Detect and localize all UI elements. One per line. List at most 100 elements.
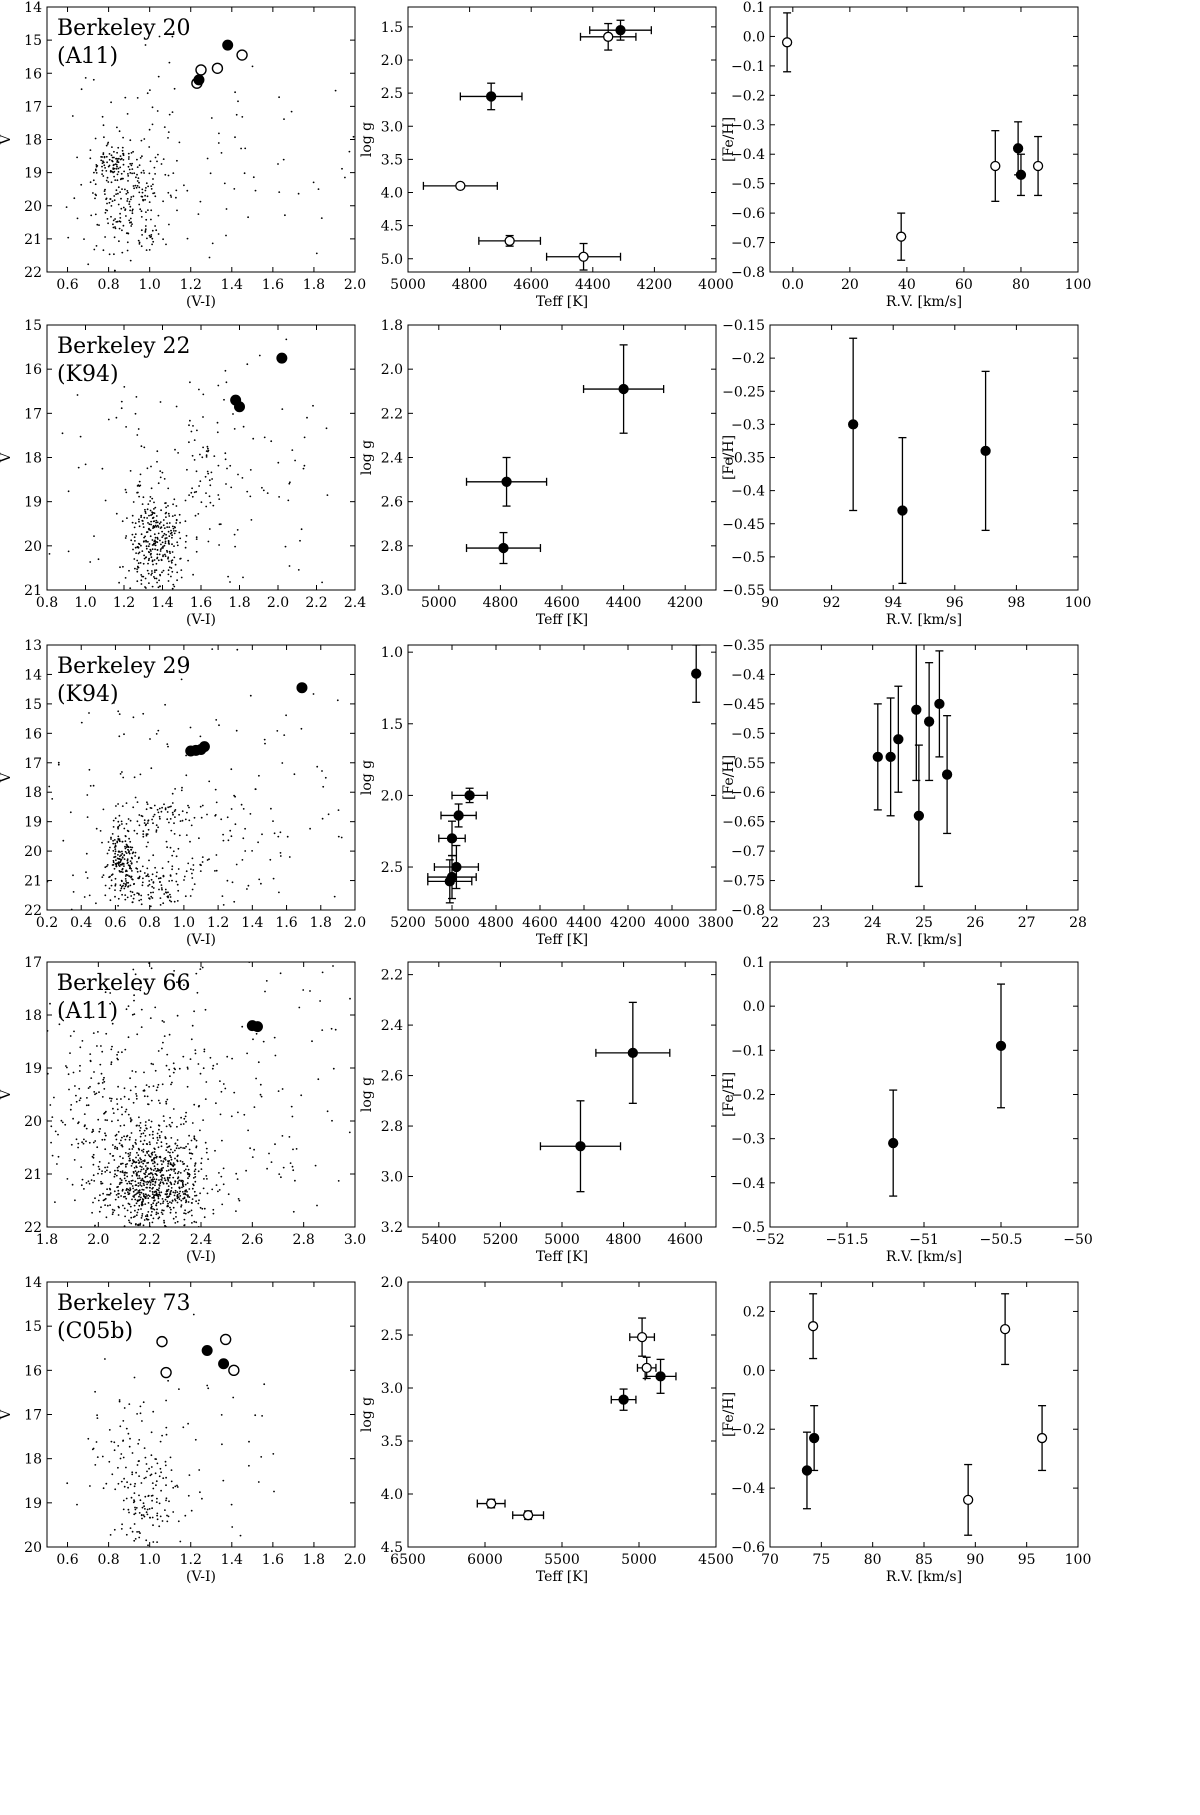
field-star bbox=[131, 172, 134, 175]
y-tick-label: 15 bbox=[24, 1319, 42, 1335]
field-star bbox=[138, 1439, 141, 1441]
field-star bbox=[167, 137, 169, 139]
field-star bbox=[89, 181, 92, 184]
field-star bbox=[94, 1464, 97, 1466]
field-star bbox=[154, 506, 157, 509]
field-star bbox=[139, 1193, 141, 1196]
field-star bbox=[287, 499, 290, 502]
field-star bbox=[184, 1183, 187, 1186]
field-star bbox=[140, 1196, 142, 1199]
open-data-point bbox=[999, 1323, 1011, 1335]
x-tick-label: −50 bbox=[1063, 1232, 1093, 1248]
field-star bbox=[80, 88, 83, 91]
field-star bbox=[80, 1184, 83, 1187]
field-star bbox=[178, 1198, 181, 1200]
field-star bbox=[168, 1124, 171, 1126]
x-tick-label: 1.0 bbox=[74, 595, 96, 611]
field-star bbox=[169, 194, 172, 197]
field-star bbox=[309, 990, 311, 992]
field-star bbox=[157, 826, 160, 829]
field-star bbox=[217, 464, 220, 467]
field-star bbox=[103, 136, 105, 139]
field-star bbox=[121, 1145, 124, 1148]
field-star bbox=[139, 1182, 142, 1184]
open-data-point bbox=[781, 37, 793, 48]
field-star bbox=[289, 1162, 292, 1164]
filled-data-point bbox=[464, 790, 475, 801]
field-star bbox=[159, 1467, 162, 1470]
field-star bbox=[209, 172, 212, 175]
field-star bbox=[258, 354, 261, 357]
field-star bbox=[236, 648, 239, 651]
field-star bbox=[243, 1113, 246, 1116]
field-star bbox=[114, 1169, 116, 1172]
field-star bbox=[226, 816, 229, 819]
x-tick-label: 5500 bbox=[544, 1552, 580, 1568]
field-star bbox=[145, 249, 148, 252]
field-star bbox=[174, 1168, 177, 1171]
field-star bbox=[102, 1192, 104, 1195]
filled-data-point bbox=[897, 505, 908, 516]
field-star bbox=[164, 1137, 167, 1139]
field-star bbox=[178, 1388, 180, 1390]
field-star bbox=[129, 890, 132, 893]
y-tick-label: 20 bbox=[24, 539, 42, 555]
field-star bbox=[167, 174, 170, 177]
field-star bbox=[282, 158, 285, 161]
y-tick-label: −0.75 bbox=[722, 874, 765, 890]
y-tick-label: 3.0 bbox=[381, 1170, 403, 1186]
field-star bbox=[151, 885, 154, 888]
field-star bbox=[151, 1180, 154, 1183]
field-star bbox=[165, 1064, 168, 1067]
field-star bbox=[316, 1204, 318, 1207]
field-star bbox=[220, 152, 223, 154]
field-star bbox=[172, 503, 175, 506]
filled-data-point bbox=[451, 861, 462, 873]
field-star bbox=[191, 1024, 194, 1027]
field-star bbox=[165, 516, 167, 518]
field-star bbox=[139, 1224, 142, 1226]
y-tick-label: 19 bbox=[24, 815, 42, 831]
field-star bbox=[205, 492, 207, 494]
field-star bbox=[116, 1057, 119, 1060]
field-star bbox=[156, 1512, 159, 1515]
field-star bbox=[104, 1358, 106, 1360]
field-star bbox=[141, 1201, 144, 1203]
field-star bbox=[143, 1139, 146, 1142]
field-star bbox=[251, 850, 254, 852]
field-star bbox=[152, 527, 154, 529]
field-star bbox=[158, 553, 161, 556]
field-star bbox=[165, 1476, 168, 1479]
field-star bbox=[167, 1196, 169, 1199]
field-star bbox=[111, 1208, 114, 1211]
field-star bbox=[121, 805, 124, 807]
field-star bbox=[124, 894, 127, 896]
field-star bbox=[176, 1182, 179, 1185]
field-star bbox=[189, 895, 192, 897]
field-star bbox=[173, 822, 175, 825]
field-star bbox=[67, 490, 70, 493]
field-star bbox=[157, 1146, 160, 1149]
field-star bbox=[160, 163, 163, 165]
field-star bbox=[246, 1052, 249, 1055]
field-star bbox=[109, 1097, 111, 1100]
field-star bbox=[166, 846, 169, 849]
x-tick-label: 4400 bbox=[606, 595, 642, 611]
field-star bbox=[129, 1117, 132, 1119]
field-star bbox=[167, 1165, 169, 1167]
field-star bbox=[104, 193, 106, 196]
filled-data-point bbox=[444, 876, 455, 887]
field-star bbox=[190, 868, 192, 870]
field-star bbox=[238, 1199, 241, 1202]
field-star bbox=[215, 719, 218, 721]
field-star bbox=[69, 1108, 72, 1111]
field-star bbox=[136, 1151, 138, 1154]
y-tick-label: 14 bbox=[24, 1275, 42, 1291]
panel-rv_feh-3: 22 23 24 25 26 27 28−0.8−0.75−0.7−0.65−0.6−0.5… bbox=[721, 638, 1087, 948]
field-star bbox=[279, 852, 282, 854]
field-star bbox=[165, 506, 168, 509]
x-tick-label: 40 bbox=[898, 277, 916, 293]
field-star bbox=[88, 894, 91, 897]
field-star bbox=[179, 557, 182, 560]
field-star bbox=[167, 573, 170, 576]
